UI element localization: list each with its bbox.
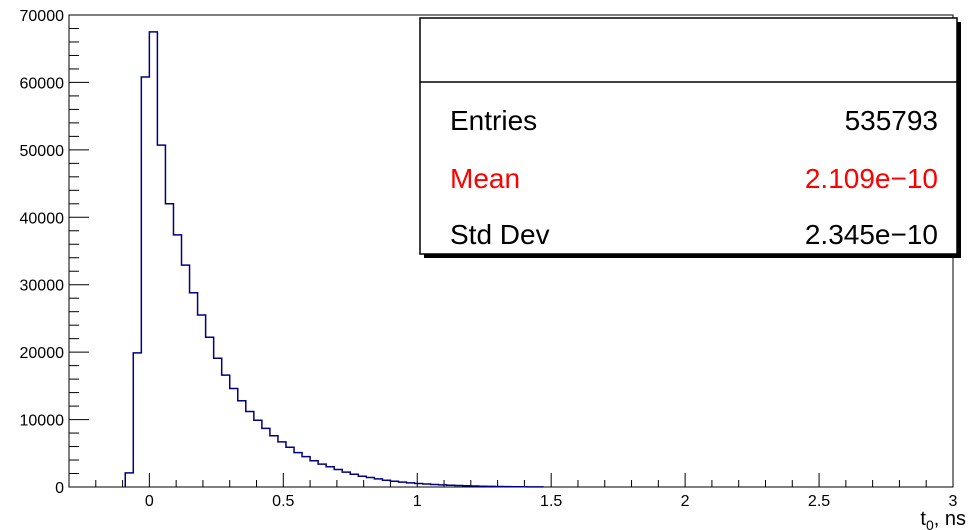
stats-stddev-value: 2.345e−10 — [805, 219, 938, 250]
stats-mean-label: Mean — [450, 163, 520, 194]
x-axis: 0 0.5 1 1.5 2 2.5 3 — [68, 473, 958, 510]
stats-mean-value: 2.109e−10 — [805, 163, 938, 194]
x-tick-label: 3 — [949, 493, 958, 510]
y-tick-label: 0 — [55, 480, 64, 497]
y-axis: 0 10000 20000 30000 40000 50000 60000 70000 — [20, 8, 89, 497]
y-tick-label: 70000 — [20, 8, 65, 25]
y-tick-label: 40000 — [20, 210, 65, 227]
stats-box: Entries 535793 Mean 2.109e−10 Std Dev 2.… — [419, 17, 961, 258]
x-tick-label: 1.5 — [540, 493, 562, 510]
x-tick-label: 2.5 — [808, 493, 830, 510]
y-tick-label: 50000 — [20, 143, 65, 160]
x-tick-label: 0.5 — [272, 493, 294, 510]
x-axis-title-suffix: , ns — [934, 508, 966, 530]
y-tick-label: 30000 — [20, 278, 65, 295]
y-tick-label: 60000 — [20, 75, 65, 92]
y-tick-label: 10000 — [20, 413, 65, 430]
x-axis-title-main: t — [920, 508, 926, 530]
stats-stddev-label: Std Dev — [450, 219, 550, 250]
y-tick-label: 20000 — [20, 345, 65, 362]
x-tick-label: 1 — [413, 493, 422, 510]
stats-box-frame — [419, 17, 958, 255]
x-axis-title: t0, ns — [920, 508, 966, 530]
x-tick-label: 2 — [681, 493, 690, 510]
stats-entries-value: 535793 — [845, 105, 938, 136]
histogram-series — [124, 31, 544, 488]
x-axis-title-subscript: 0 — [926, 517, 934, 530]
stats-entries-label: Entries — [450, 105, 537, 136]
x-tick-label: 0 — [145, 493, 154, 510]
